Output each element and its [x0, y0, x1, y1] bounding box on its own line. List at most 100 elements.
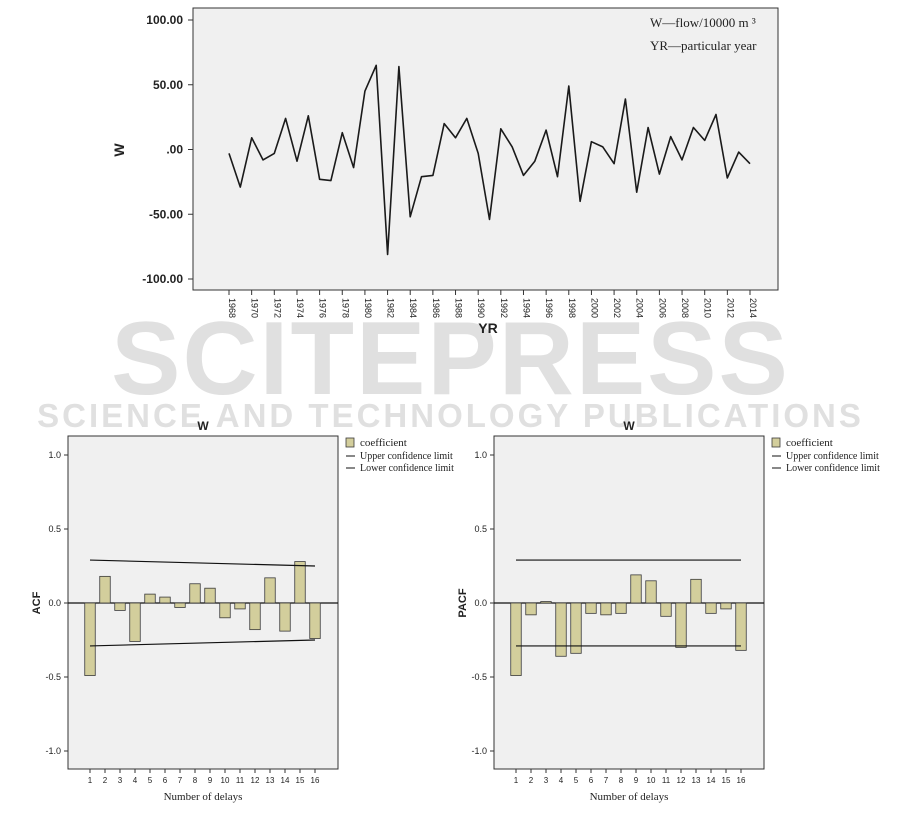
legend-upper: Upper confidence limit [786, 451, 879, 462]
line-plot-area [192, 7, 779, 291]
line-x-tick-label: 2002 [612, 298, 622, 318]
line-x-tick-label: 1972 [272, 298, 282, 318]
line-x-tick-label: 1990 [476, 298, 486, 318]
legend-coefficient: coefficient [360, 437, 407, 449]
bar-10 [219, 602, 231, 619]
bar-x-tick-label: 5 [148, 776, 153, 785]
line-y-tick-label: -100.00 [142, 272, 183, 286]
bar-14 [279, 602, 291, 632]
bar-x-tick-label: 10 [647, 776, 656, 785]
line-x-tick-label: 2008 [680, 298, 690, 318]
bar-x-tick-label: 1 [88, 776, 93, 785]
bar-5 [144, 593, 156, 604]
line-x-tick-label: 1978 [340, 298, 350, 318]
bar-15 [294, 561, 306, 604]
line-x-tick-label: 2010 [703, 298, 713, 318]
upper-confidence-line [89, 559, 316, 567]
bar-6 [585, 602, 597, 614]
bar-x-tick-label: 11 [236, 776, 245, 785]
bar-3 [540, 601, 552, 604]
bar-x-tick-label: 3 [118, 776, 123, 785]
line-x-tick-label: 2004 [635, 298, 645, 318]
bar-y-tick-label: -1.0 [471, 746, 487, 756]
line-x-axis-label: YR [478, 320, 497, 336]
bar-y-tick-label: -0.5 [45, 672, 61, 682]
bar-10 [645, 580, 657, 604]
bar-x-tick-label: 14 [707, 776, 716, 785]
bar-5 [570, 602, 582, 654]
bar-x-tick-label: 9 [634, 776, 639, 785]
line-x-tick-label: 2012 [725, 298, 735, 318]
line-x-tick-label: 1974 [295, 298, 305, 318]
bar-13 [264, 577, 276, 604]
bar-14 [705, 602, 717, 614]
line-x-tick-label: 1982 [386, 298, 396, 318]
bar-y-tick-label: 0.5 [48, 524, 61, 534]
line-x-tick-label: 1968 [227, 298, 237, 318]
annotation-yr: YR—particular year [650, 38, 757, 53]
bar-9 [204, 587, 216, 604]
line-x-tick-label: 2014 [748, 298, 758, 318]
acf-title: W [197, 419, 209, 433]
bar-x-tick-label: 8 [193, 776, 198, 785]
bar-1 [510, 602, 522, 676]
bar-y-axis-label: ACF [31, 591, 43, 614]
bar-y-tick-label: 0.0 [474, 598, 487, 608]
bar-x-tick-label: 7 [178, 776, 183, 785]
bar-3 [114, 602, 126, 611]
line-x-tick-label: 1986 [431, 298, 441, 318]
bar-x-tick-label: 15 [722, 776, 731, 785]
bar-x-tick-label: 8 [619, 776, 624, 785]
line-x-tick-label: 1996 [544, 298, 554, 318]
bar-6 [159, 596, 171, 604]
bar-x-tick-label: 6 [589, 776, 594, 785]
bar-1 [84, 602, 96, 676]
bar-x-tick-label: 4 [133, 776, 138, 785]
bar-x-tick-label: 2 [103, 776, 108, 785]
bar-2 [99, 575, 111, 604]
legend-lower: Lower confidence limit [360, 463, 454, 474]
bar-x-tick-label: 2 [529, 776, 534, 785]
line-x-tick-label: 1994 [521, 298, 531, 318]
line-x-tick-label: 2006 [657, 298, 667, 318]
bar-15 [720, 602, 732, 610]
bar-y-tick-label: -1.0 [45, 746, 61, 756]
bar-x-tick-label: 6 [163, 776, 168, 785]
bar-4 [129, 602, 141, 642]
line-x-tick-label: 1976 [318, 298, 328, 318]
bar-x-tick-label: 13 [266, 776, 275, 785]
annotation-w: W—flow/10000 m ³ [650, 15, 756, 30]
line-x-tick-label: 1988 [454, 298, 464, 318]
bar-x-tick-label: 15 [296, 776, 305, 785]
bar-x-tick-label: 12 [251, 776, 260, 785]
bar-16 [735, 602, 747, 651]
bar-y-tick-label: -0.5 [471, 672, 487, 682]
legend-swatch-coefficient [771, 437, 781, 448]
line-y-tick-label: 50.00 [153, 78, 183, 92]
bar-x-tick-label: 4 [559, 776, 564, 785]
bar-12 [675, 602, 687, 648]
bar-x-tick-label: 16 [737, 776, 746, 785]
line-x-tick-label: 1992 [499, 298, 509, 318]
line-x-tick-label: 1998 [567, 298, 577, 318]
bar-7 [600, 602, 612, 616]
bar-9 [630, 574, 642, 604]
legend-swatch-coefficient [345, 437, 355, 448]
legend-lower: Lower confidence limit [786, 463, 880, 474]
line-y-tick-label: 100.00 [146, 13, 183, 27]
bar-13 [690, 578, 702, 604]
lower-confidence-line [89, 639, 316, 647]
line-y-axis-label: W [111, 143, 127, 157]
bar-x-axis-label: Number of delays [164, 791, 243, 803]
bar-x-tick-label: 9 [208, 776, 213, 785]
bar-x-tick-label: 14 [281, 776, 290, 785]
line-x-tick-label: 1970 [250, 298, 260, 318]
bar-x-tick-label: 11 [662, 776, 671, 785]
bar-x-tick-label: 5 [574, 776, 579, 785]
bar-11 [660, 602, 672, 617]
bar-x-tick-label: 12 [677, 776, 686, 785]
bar-y-tick-label: 1.0 [48, 450, 61, 460]
line-x-tick-label: 1984 [408, 298, 418, 318]
legend-upper: Upper confidence limit [360, 451, 453, 462]
